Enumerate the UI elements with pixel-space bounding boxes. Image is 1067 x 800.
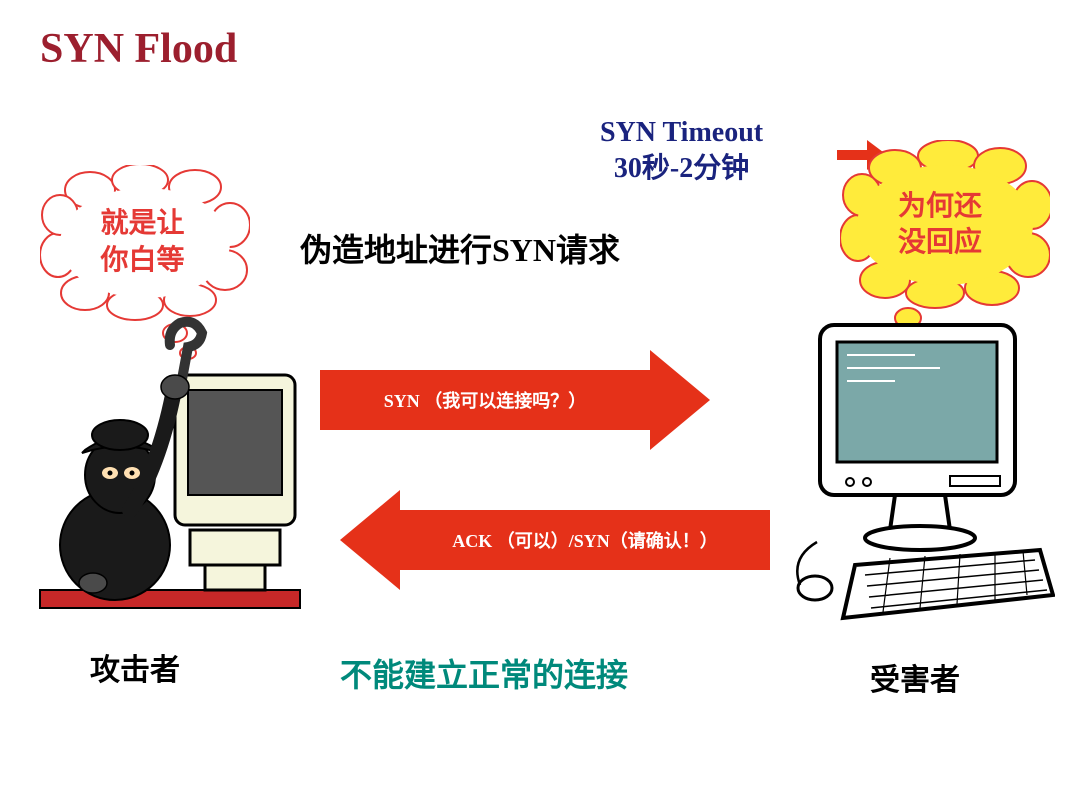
- syn-arrow: SYN （我可以连接吗？）: [320, 370, 650, 430]
- attacker-icon: [30, 315, 310, 625]
- ack-arrow-head: [340, 490, 400, 590]
- small-arrow-icon: [837, 140, 887, 175]
- attacker-thought-bubble: 就是让 你白等: [55, 180, 230, 305]
- syn-arrow-body: SYN （我可以连接吗？）: [320, 370, 650, 430]
- small-arrow-body: [837, 150, 867, 160]
- attacker-bubble-line1: 就是让: [100, 206, 184, 242]
- attacker-bubble-line2: 你白等: [100, 243, 184, 279]
- syn-timeout-line2: 30秒-2分钟: [600, 151, 763, 187]
- forge-address-subtitle: 伪造地址进行SYN请求: [300, 225, 620, 271]
- victim-bubble-line2: 没回应: [898, 225, 982, 261]
- syn-timeout-label: SYN Timeout 30秒-2分钟: [600, 115, 763, 188]
- victim-thought-bubble: 为何还 没回应: [855, 155, 1025, 295]
- attacker-label-text: 攻击者: [90, 654, 180, 687]
- syn-arrow-head: [650, 350, 710, 450]
- title-text: SYN Flood: [40, 26, 237, 72]
- slide-title: SYN Flood: [40, 25, 237, 73]
- victim-computer-icon: [795, 290, 1055, 630]
- syn-timeout-line1: SYN Timeout: [600, 115, 763, 151]
- ack-arrow-body: ACK （可以）/SYN（请确认！）: [400, 510, 770, 570]
- syn-arrow-text: SYN （我可以连接吗？）: [384, 387, 587, 413]
- subtitle-text: 伪造地址进行SYN请求: [300, 232, 620, 268]
- victim-label: 受害者: [870, 655, 960, 699]
- ack-arrow-text: ACK （可以）/SYN（请确认！）: [452, 527, 718, 553]
- ack-arrow: ACK （可以）/SYN（请确认！）: [400, 510, 770, 570]
- attacker-label: 攻击者: [90, 645, 180, 689]
- bottom-caption-text: 不能建立正常的连接: [340, 657, 628, 693]
- victim-label-text: 受害者: [870, 664, 960, 697]
- bottom-caption: 不能建立正常的连接: [340, 650, 628, 696]
- small-arrow-head: [867, 140, 887, 170]
- victim-bubble-line1: 为何还: [898, 189, 982, 225]
